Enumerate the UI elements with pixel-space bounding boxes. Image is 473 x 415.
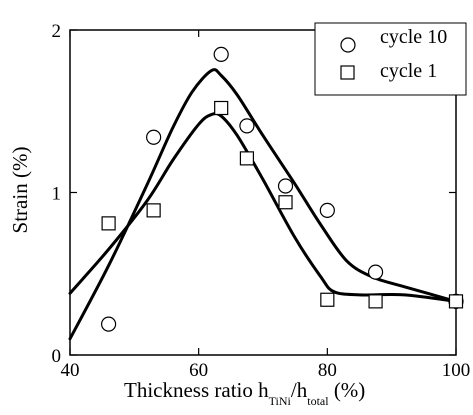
y-tick-label: 2	[52, 21, 62, 42]
point-cycle-10	[100, 316, 117, 332]
point-cycle-1	[320, 292, 335, 307]
x-tick-label: 60	[189, 360, 208, 381]
x-axis-label-subscript-1: TiNi	[269, 394, 292, 408]
x-tick-label: 100	[442, 360, 471, 381]
x-axis-label-prefix: Thickness ratio h	[124, 378, 269, 402]
fit-curves	[68, 68, 458, 341]
point-cycle-1	[448, 294, 464, 309]
legend-label-cycle-10: cycle 10	[380, 26, 447, 48]
x-axis-label-middle: /h	[291, 378, 308, 402]
point-cycle-1	[214, 100, 229, 116]
point-cycle-10	[146, 129, 162, 145]
point-cycle-1	[368, 294, 383, 309]
legend-marker-cycle-1	[340, 65, 355, 80]
point-cycle-10	[277, 178, 294, 194]
data-markers	[100, 46, 464, 332]
tick-labels: 40 60 80 100 0 1 2	[52, 21, 471, 381]
legend-label-cycle-1: cycle 1	[380, 60, 437, 82]
legend: cycle 10 cycle 1	[314, 22, 467, 96]
point-cycle-1	[146, 203, 161, 218]
point-cycle-10	[367, 264, 384, 280]
point-cycle-10	[213, 46, 229, 62]
y-tick-label: 1	[52, 184, 62, 205]
point-cycle-10	[319, 202, 335, 218]
x-tick-label: 80	[318, 360, 337, 381]
x-tick-label: 40	[61, 360, 80, 381]
point-cycle-1	[101, 216, 116, 231]
plot-area	[68, 29, 464, 356]
y-tick-label: 0	[52, 346, 62, 367]
point-cycle-1	[239, 151, 255, 166]
legend-box	[314, 22, 467, 96]
axis-ticks	[69, 29, 457, 356]
x-axis-label-subscript-2: total	[307, 394, 329, 408]
x-axis-label-suffix: (%)	[329, 378, 366, 402]
x-axis-label: Thickness ratio hTiNi/htotal (%)	[124, 378, 365, 408]
curve-cycle-10	[68, 68, 458, 341]
y-axis-label: Strain (%)	[8, 147, 32, 234]
legend-marker-cycle-10	[340, 37, 356, 53]
point-cycle-10	[239, 118, 255, 134]
curve-cycle-1	[68, 111, 458, 303]
point-cycle-1	[278, 195, 293, 210]
